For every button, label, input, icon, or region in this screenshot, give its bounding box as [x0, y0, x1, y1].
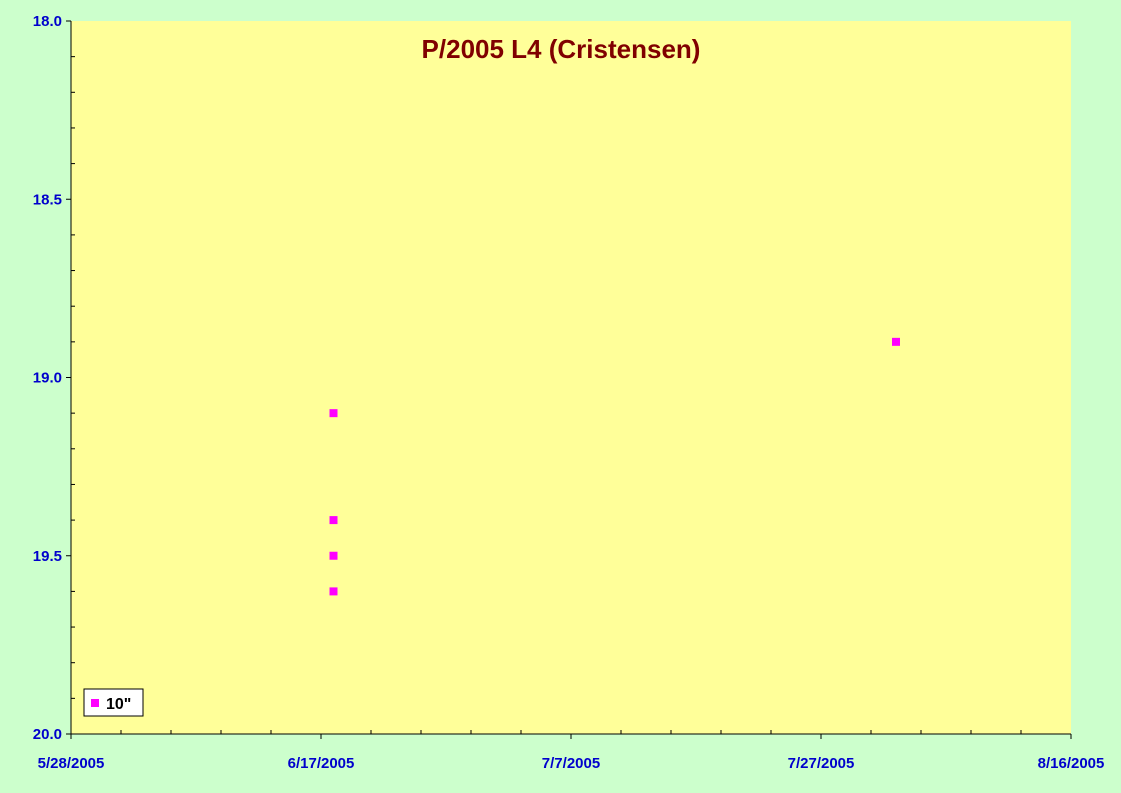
data-point [329, 587, 338, 596]
data-point [329, 551, 338, 560]
x-tick-label: 7/7/2005 [542, 755, 600, 772]
x-tick-label: 5/28/2005 [38, 755, 105, 772]
y-tick-label: 19.5 [33, 548, 62, 565]
x-tick-label: 8/16/2005 [1038, 755, 1105, 772]
x-tick-labels: 5/28/2005 6/17/2005 7/7/2005 7/27/2005 8/16/… [38, 755, 1105, 772]
data-point [329, 409, 338, 418]
plot-area [71, 21, 1071, 734]
x-tick-label: 7/27/2005 [788, 755, 855, 772]
data-points [329, 337, 900, 596]
data-point [892, 337, 900, 346]
y-tick-labels: 18.0 18.5 19.0 19.5 20.0 [33, 13, 62, 743]
legend-marker [91, 699, 99, 707]
y-tick-label: 18.5 [33, 191, 62, 208]
data-point [329, 516, 338, 525]
legend: 10" [83, 688, 144, 717]
legend-label: 10" [106, 696, 131, 713]
chart-title: P/2005 L4 (Cristensen) [422, 34, 701, 64]
y-tick-label: 18.0 [33, 13, 62, 30]
y-tick-label: 20.0 [33, 726, 62, 743]
x-tick-label: 6/17/2005 [288, 755, 355, 772]
y-tick-label: 19.0 [33, 370, 62, 387]
tick-marks [66, 20, 1072, 739]
